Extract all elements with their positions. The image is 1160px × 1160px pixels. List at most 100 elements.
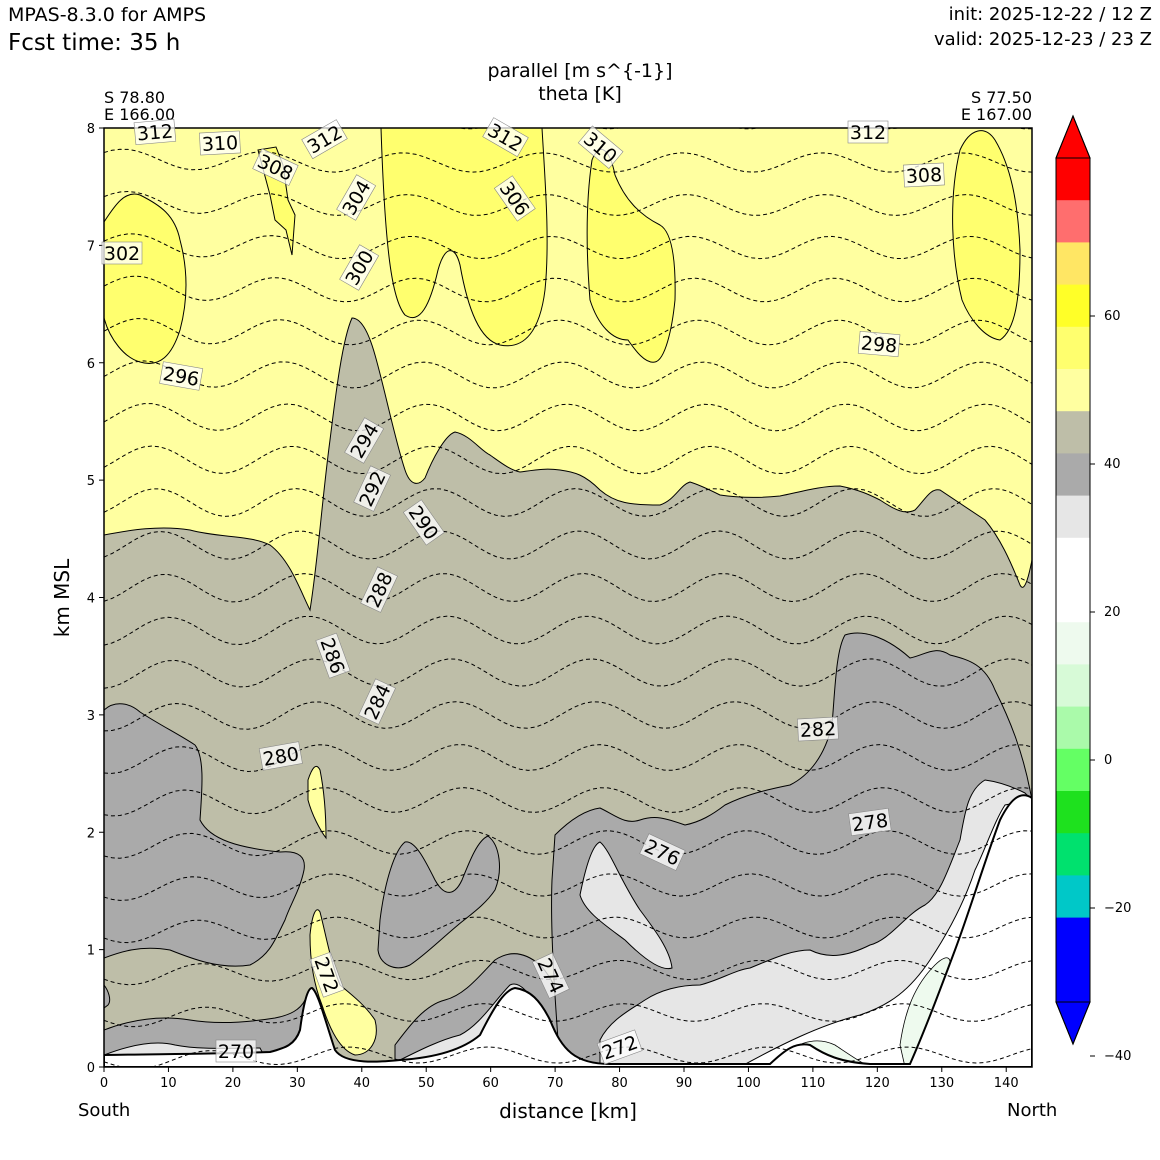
colorbar-tick-label: 40 — [1104, 457, 1121, 472]
theta-contours — [104, 128, 1032, 1067]
contour-label-text: 302 — [104, 243, 140, 265]
theta-contour-line — [104, 787, 1032, 817]
contour-label-box — [639, 833, 686, 871]
contour-label: 312 — [847, 120, 889, 144]
field-patch-low-2 — [309, 909, 377, 1056]
contour-label: 278 — [848, 807, 892, 837]
x-tick-label: 90 — [676, 1076, 693, 1091]
right-endpoint-lat: S 77.50 — [970, 88, 1032, 107]
contour-label-box — [159, 361, 204, 391]
field-patch-low-1 — [307, 765, 327, 840]
contour-label-box — [309, 951, 345, 998]
right-endpoint-lon: E 167.00 — [960, 105, 1032, 124]
terrain — [104, 794, 1032, 1067]
theta-contour-line — [104, 744, 1032, 774]
plot-title-theta: theta [K] — [538, 83, 622, 105]
contour-label-text: 270 — [218, 1041, 254, 1063]
contour-label-text: 298 — [860, 332, 898, 357]
colorbar-segment — [1056, 369, 1090, 412]
field-patch-far-right — [952, 130, 1021, 341]
x-tick-label: 110 — [800, 1076, 825, 1091]
field-band-15-20-mid1 — [377, 835, 500, 969]
theta-contour-line — [104, 488, 1032, 517]
contour-label: 270 — [215, 1039, 257, 1063]
theta-contour-line — [104, 873, 1032, 901]
forecast-time: Fcst time: 35 h — [8, 30, 181, 56]
colorbar: 60 40 20 0 −20 −40 — [1055, 114, 1131, 1064]
x-axis-ticks: 0 10 20 30 40 50 60 70 80 90 100 110 120 130 140 — [100, 1067, 1019, 1091]
theta-contour-line — [318, 128, 1032, 130]
x-tick-label: 60 — [482, 1076, 499, 1091]
colorbar-segment — [1056, 453, 1090, 497]
x-tick-label: 10 — [160, 1076, 177, 1091]
contour-label-box — [596, 1029, 643, 1065]
y-tick-label: 8 — [87, 122, 95, 137]
theta-contour-line — [104, 445, 1032, 475]
contour-label-box — [360, 566, 398, 613]
contour-label: 312 — [133, 118, 177, 146]
contour-label: 308 — [903, 162, 945, 188]
contour-label-box — [848, 807, 892, 837]
contour-label-box — [252, 148, 299, 186]
theta-contour-line — [104, 1046, 1032, 1067]
contour-label-box — [577, 125, 624, 169]
colorbar-under-triangle — [1055, 1001, 1091, 1046]
colorbar-segment — [1056, 917, 1090, 961]
x-left-direction: South — [78, 1100, 131, 1121]
contour-label-box — [797, 716, 839, 742]
colorbar-segment — [1056, 537, 1090, 581]
colorbar-tick-label: 0 — [1104, 753, 1112, 768]
colorbar-tick-label: 20 — [1104, 605, 1121, 620]
colorbar-segment — [1056, 664, 1090, 708]
x-tick-label: 140 — [994, 1076, 1019, 1091]
model-title: MPAS-8.3.0 for AMPS — [8, 4, 207, 26]
contour-label-text: 282 — [799, 718, 836, 742]
contour-label: 282 — [797, 716, 839, 742]
theta-contour-line — [104, 148, 1032, 173]
contour-label-box — [133, 118, 177, 146]
colorbar-segment — [1056, 242, 1090, 286]
contour-label: 298 — [857, 330, 901, 358]
colorbar-segment — [1056, 580, 1090, 623]
theta-contour-line — [104, 318, 1032, 346]
contour-label: 302 — [101, 241, 143, 265]
field-band-15-20-left — [104, 703, 305, 967]
colorbar-outline — [1055, 114, 1091, 1046]
x-tick-label: 120 — [865, 1076, 890, 1091]
contour-label-text: 278 — [851, 810, 890, 837]
y-tick-label: 2 — [87, 826, 95, 841]
theta-contour-line — [104, 658, 1032, 689]
theta-contour-line — [104, 830, 1032, 859]
contour-label-box — [199, 130, 241, 156]
y-tick-label: 6 — [87, 357, 95, 372]
colorbar-segment — [1056, 158, 1090, 201]
y-tick-label: 3 — [87, 709, 95, 724]
x-tick-label: 40 — [354, 1076, 371, 1091]
x-tick-label: 0 — [100, 1076, 108, 1091]
colorbar-segment — [1056, 326, 1090, 370]
contour-label-box — [847, 120, 889, 144]
field-band-10-15-inner — [579, 841, 673, 970]
colorbar-segment — [1056, 875, 1090, 919]
plot-area — [104, 128, 1032, 1067]
contour-label-box — [358, 678, 396, 725]
colorbar-over-triangle — [1055, 114, 1091, 159]
left-endpoint-lat: S 78.80 — [104, 88, 166, 107]
x-tick-label: 30 — [289, 1076, 306, 1091]
theta-contour-line — [104, 233, 1032, 260]
colorbar-segment — [1056, 495, 1090, 539]
x-tick-label: 50 — [418, 1076, 435, 1091]
x-axis-label: distance [km] — [499, 1099, 637, 1123]
x-tick-label: 80 — [611, 1076, 628, 1091]
contour-label-box — [315, 632, 351, 679]
contour-label-text: 312 — [136, 120, 174, 145]
contour-label-box — [482, 117, 529, 158]
theta-contour-line — [104, 403, 1032, 432]
colorbar-tick-label: −40 — [1104, 1049, 1131, 1064]
contour-label-box — [101, 241, 143, 265]
contour-label-box — [344, 417, 385, 464]
init-time: init: 2025-12-22 / 12 Z — [948, 4, 1152, 25]
y-tick-label: 0 — [87, 1061, 95, 1076]
colorbar-tick-label: 60 — [1104, 309, 1121, 324]
